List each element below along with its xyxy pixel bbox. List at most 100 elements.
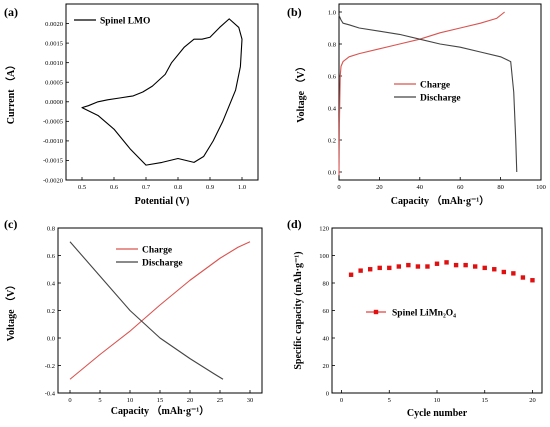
y-tick-label: 0.0015 — [45, 40, 63, 47]
data-point — [425, 264, 430, 269]
y-tick-label: 0.8 — [47, 225, 55, 232]
y-axis-label: Voltage （V） — [4, 280, 17, 342]
x-tick-label: 15 — [481, 397, 488, 404]
legend-label: Spinel LiMn₂O₄ — [392, 308, 456, 318]
y-tick-label: 1.0 — [328, 9, 336, 16]
data-point — [530, 278, 535, 283]
series-line — [338, 14, 518, 173]
y-tick-label: 0.2 — [47, 308, 55, 315]
x-tick-label: 0.5 — [78, 184, 86, 191]
y-tick-label: 40 — [323, 335, 330, 342]
data-point — [406, 262, 411, 268]
series-line — [81, 18, 243, 166]
y-tick-label: 0.4 — [47, 280, 56, 287]
data-point — [492, 267, 497, 272]
series-line — [338, 11, 505, 176]
y-tick-label: 0.8 — [328, 41, 336, 48]
x-tick-label: 30 — [247, 397, 254, 404]
x-axis-label: Capacity （mAh·g⁻¹） — [111, 404, 210, 417]
plot-frame — [65, 3, 259, 181]
panel-label: (c) — [4, 217, 17, 231]
data-point — [377, 265, 382, 271]
panel-2: 0 5 10 15 20 25 30 -0.4 -0.2 0.0 0.2 0.4 0.6 0.8 Capac… — [4, 217, 263, 417]
data-point — [348, 272, 354, 277]
y-tick-label: 120 — [319, 225, 329, 232]
y-tick-label: -0.0015 — [43, 158, 63, 165]
y-axis-label: Specific capacity (mAh·g⁻¹) — [293, 251, 304, 369]
data-point — [482, 265, 487, 271]
x-tick-label: 0 — [337, 184, 340, 191]
y-tick-label: 0.0005 — [45, 80, 63, 87]
legend-label: Spinel LMO — [100, 16, 150, 26]
x-tick-label: 0.6 — [110, 184, 119, 191]
x-tick-label: 20 — [376, 184, 383, 191]
panel-1: 0 20 40 60 80 100 0.0 0.2 0.4 0.6 0.8 1.0 Capacity （… — [287, 3, 546, 207]
x-axis-label: Capacity （mAh·g⁻¹） — [391, 194, 490, 207]
data-point — [387, 265, 392, 271]
series-line — [69, 241, 224, 380]
y-tick-label: 0.2 — [328, 137, 336, 144]
panel-label: (d) — [287, 217, 302, 231]
x-tick-label: 10 — [127, 397, 134, 404]
legend-label: Discharge — [142, 258, 183, 268]
y-tick-label: 0.0 — [47, 335, 55, 342]
y-tick-label: 0.6 — [328, 73, 337, 80]
y-tick-label: 80 — [323, 280, 330, 287]
data-point — [511, 271, 516, 276]
panel-3: 0 5 10 15 20 0 20 40 60 80 100 120 Cycle number Speci… — [287, 217, 543, 419]
x-tick-label: 60 — [457, 184, 464, 191]
x-tick-label: 40 — [417, 184, 424, 191]
legend-label: Charge — [420, 80, 450, 90]
y-tick-label: -0.0005 — [43, 119, 63, 126]
y-tick-label: 0 — [326, 390, 329, 397]
x-tick-label: 0.8 — [174, 184, 182, 191]
x-tick-label: 1.0 — [238, 184, 246, 191]
y-axis-label: Voltage （V） — [294, 61, 307, 123]
data-point — [434, 261, 440, 266]
legend-marker — [373, 309, 379, 315]
x-tick-label: 100 — [536, 184, 546, 191]
x-tick-label: 0.7 — [142, 184, 151, 191]
x-axis-label: Potential (V) — [135, 196, 190, 207]
panel-0: 0.5 0.6 0.7 0.8 0.9 1.0 -0.0020 -0.0015 -0.0010 -… — [4, 3, 259, 207]
data-point — [472, 264, 478, 269]
x-tick-label: 15 — [157, 397, 164, 404]
y-tick-label: 0.0020 — [45, 21, 63, 28]
panel-label: (b) — [287, 5, 302, 19]
series-line — [69, 241, 251, 380]
legend-label: Discharge — [420, 93, 461, 103]
plot-frame — [338, 3, 542, 181]
x-axis-label: Cycle number — [407, 408, 468, 419]
x-tick-label: 0 — [68, 397, 71, 404]
y-tick-label: -0.2 — [45, 363, 55, 370]
x-tick-label: 5 — [388, 397, 391, 404]
data-point — [367, 267, 373, 272]
x-tick-label: 10 — [434, 397, 441, 404]
x-tick-label: 0.9 — [206, 184, 214, 191]
y-tick-label: 60 — [323, 308, 330, 315]
data-point — [358, 268, 363, 273]
data-point — [463, 262, 468, 268]
x-tick-label: 20 — [187, 397, 194, 404]
y-axis-label: Current （A） — [4, 60, 17, 125]
y-tick-label: 0.0000 — [45, 99, 63, 106]
y-tick-label: -0.4 — [45, 390, 56, 397]
y-tick-label: 0.6 — [47, 253, 56, 260]
data-point — [501, 269, 507, 275]
y-tick-label: 20 — [323, 363, 330, 370]
legend-label: Charge — [142, 245, 172, 255]
x-tick-label: 25 — [217, 397, 224, 404]
data-point — [520, 275, 526, 280]
data-point — [396, 264, 402, 269]
y-tick-label: -0.0020 — [43, 177, 63, 184]
y-tick-label: 0.0010 — [45, 60, 63, 67]
y-tick-label: 100 — [319, 253, 329, 260]
x-tick-label: 5 — [98, 397, 101, 404]
y-tick-label: 0.0 — [328, 169, 336, 176]
panel-label: (a) — [4, 5, 18, 19]
data-point — [453, 262, 459, 268]
x-tick-label: 80 — [497, 184, 504, 191]
y-tick-label: 0.4 — [328, 105, 337, 112]
x-tick-label: 0 — [340, 397, 343, 404]
